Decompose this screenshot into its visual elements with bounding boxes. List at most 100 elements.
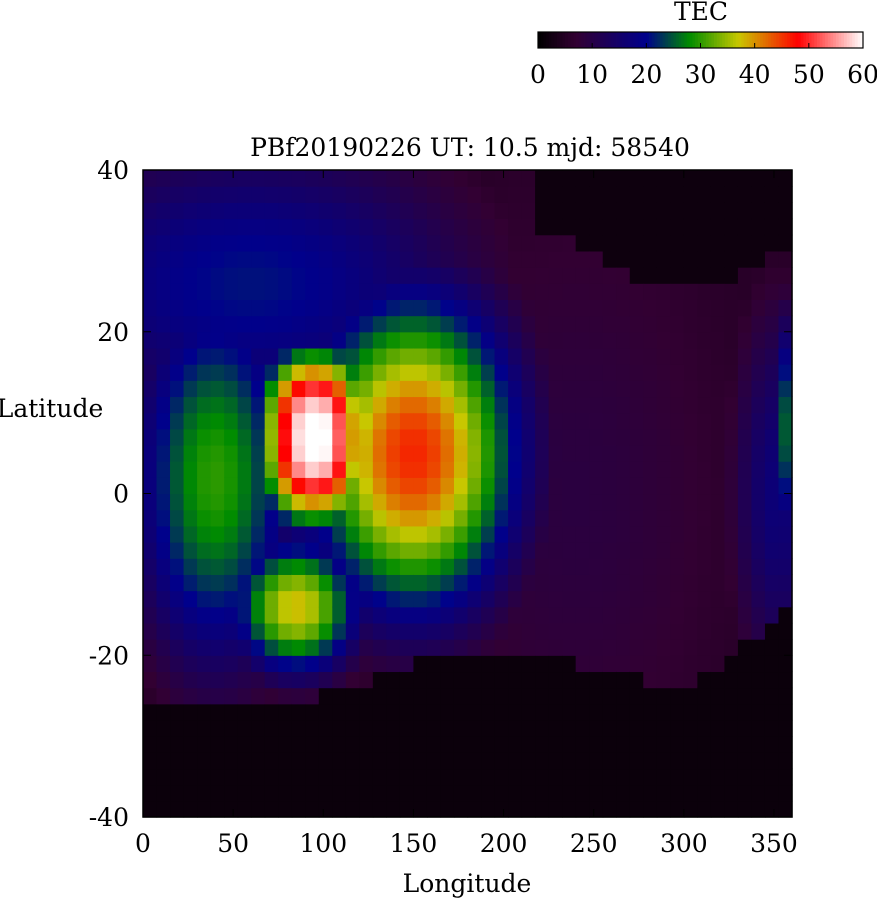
heatmap-cell (183, 784, 198, 802)
heatmap-cell (251, 299, 266, 317)
heatmap-cell (643, 606, 658, 624)
heatmap-cell (548, 574, 563, 592)
colorbar-swatch (670, 32, 674, 48)
heatmap-cell (170, 331, 185, 349)
heatmap-cell (318, 299, 333, 317)
heatmap-cell (602, 299, 617, 317)
heatmap-cell (508, 606, 523, 624)
heatmap-cell (778, 736, 793, 753)
heatmap-cell (562, 315, 577, 333)
heatmap-cell (318, 283, 333, 300)
colorbar-swatch (643, 32, 647, 48)
colorbar-swatch (833, 32, 837, 48)
heatmap-cell (778, 655, 793, 673)
colorbar-swatch (540, 32, 544, 48)
heatmap-cell (453, 558, 469, 575)
heatmap-cell (224, 444, 239, 462)
heatmap-cell (224, 170, 239, 187)
heatmap-cell (440, 574, 455, 592)
heatmap-cell (210, 606, 225, 624)
heatmap-cell (440, 267, 455, 284)
heatmap-cell (359, 380, 374, 398)
x-tick-label: 50 (217, 829, 249, 858)
heatmap-cell (264, 590, 279, 608)
heatmap-cell (710, 655, 725, 673)
heatmap-cell (508, 800, 523, 818)
heatmap-cell (751, 186, 766, 203)
heatmap-cell (764, 525, 780, 543)
heatmap-cell (318, 493, 333, 511)
heatmap-cell (602, 186, 617, 203)
heatmap-cell (508, 719, 523, 737)
heatmap-cell (481, 412, 496, 430)
heatmap-cell (237, 250, 252, 268)
heatmap-cell (710, 671, 725, 689)
colorbar-swatch (603, 32, 607, 48)
heatmap-cell (345, 428, 360, 446)
heatmap-cell (413, 186, 428, 203)
heatmap-cell (683, 800, 698, 818)
heatmap-cell (399, 347, 415, 365)
heatmap-cell (589, 461, 604, 478)
heatmap-cell (643, 736, 658, 753)
heatmap-cell (386, 752, 401, 770)
colorbar-swatch (762, 32, 766, 48)
heatmap-cell (602, 768, 617, 786)
heatmap-cell (629, 299, 644, 317)
heatmap-cell (724, 639, 739, 656)
heatmap-cell (278, 606, 293, 624)
heatmap-cell (751, 574, 766, 592)
heatmap-cell (602, 784, 617, 802)
heatmap-cell (683, 719, 698, 737)
heatmap-cell (183, 428, 198, 446)
heatmap-cell (318, 525, 333, 543)
heatmap-cell (372, 428, 387, 446)
heatmap-cell (494, 364, 509, 381)
heatmap-cell (264, 234, 279, 252)
heatmap-cell (629, 752, 644, 770)
heatmap-cell (643, 703, 658, 721)
heatmap-cell (589, 380, 604, 398)
heatmap-cell (481, 655, 496, 673)
heatmap-cell (548, 234, 563, 252)
heatmap-cell (143, 800, 158, 818)
heatmap-cell (170, 719, 185, 737)
heatmap-cell (467, 800, 482, 818)
heatmap-cell (589, 736, 604, 753)
heatmap-cell (372, 606, 387, 624)
heatmap-cell (372, 542, 387, 559)
heatmap-cell (724, 331, 739, 349)
heatmap-cell (683, 768, 698, 786)
heatmap-cell (183, 606, 198, 624)
heatmap-cell (426, 671, 442, 689)
heatmap-cell (629, 186, 644, 203)
heatmap-cell (643, 250, 658, 268)
heatmap-cell (399, 315, 415, 333)
heatmap-cell (508, 671, 523, 689)
heatmap-cell (386, 267, 401, 284)
heatmap-cell (697, 283, 712, 300)
heatmap-cell (467, 315, 482, 333)
heatmap-cell (332, 590, 347, 608)
heatmap-cell (548, 622, 563, 640)
heatmap-cell (467, 347, 482, 365)
heatmap-cell (264, 444, 279, 462)
heatmap-cell (737, 655, 753, 673)
heatmap-cell (372, 655, 387, 673)
heatmap-cell (589, 428, 604, 446)
heatmap-cell (575, 283, 590, 300)
heatmap-cell (210, 283, 225, 300)
heatmap-cell (643, 784, 658, 802)
heatmap-cell (683, 590, 698, 608)
heatmap-cell (183, 525, 198, 543)
heatmap-cell (170, 671, 185, 689)
heatmap-cell (170, 444, 185, 462)
heatmap-cell (508, 428, 523, 446)
heatmap-cell (332, 380, 347, 398)
heatmap-cell (413, 558, 428, 575)
heatmap-cell (521, 283, 536, 300)
heatmap-cell (575, 752, 590, 770)
heatmap-cell (508, 574, 523, 592)
colorbar-swatch (565, 32, 569, 48)
heatmap-cell (535, 736, 550, 753)
